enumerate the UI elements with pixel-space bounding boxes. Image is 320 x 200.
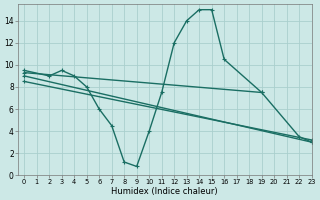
X-axis label: Humidex (Indice chaleur): Humidex (Indice chaleur) xyxy=(111,187,218,196)
